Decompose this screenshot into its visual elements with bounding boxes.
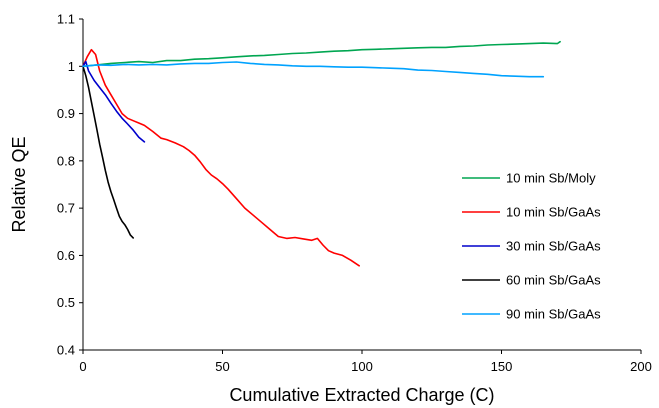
x-tick-label: 150 <box>491 359 513 374</box>
y-tick-label: 0.9 <box>57 106 75 121</box>
y-tick-label: 0.5 <box>57 295 75 310</box>
series-line-2 <box>82 48 361 267</box>
x-tick-label: 100 <box>351 359 373 374</box>
x-tick-label: 200 <box>630 359 652 374</box>
series-line-4 <box>82 65 134 239</box>
y-axis-ticks: 0.4 0.5 0.6 0.7 0.8 0.9 1 1.1 <box>57 12 83 358</box>
x-tick-label: 0 <box>79 359 86 374</box>
legend-label: 30 min Sb/GaAs <box>506 239 601 254</box>
legend-label: 10 min Sb/GaAs <box>506 205 601 220</box>
legend-item: 10 min Sb/Moly <box>462 171 596 186</box>
legend-item: 30 min Sb/GaAs <box>462 239 601 254</box>
legend-item: 60 min Sb/GaAs <box>462 273 601 288</box>
x-axis-ticks: 0 50 100 150 200 <box>79 350 652 374</box>
series-line-3 <box>82 60 146 143</box>
y-tick-label: 0.4 <box>57 343 75 358</box>
legend-label: 10 min Sb/Moly <box>506 171 596 186</box>
x-axis-title: Cumulative Extracted Charge (C) <box>229 385 494 405</box>
y-tick-label: 1 <box>68 59 75 74</box>
series-line-5 <box>82 61 545 78</box>
legend-item: 10 min Sb/GaAs <box>462 205 601 220</box>
y-tick-label: 0.6 <box>57 248 75 263</box>
y-tick-label: 1.1 <box>57 12 75 27</box>
legend: 10 min Sb/Moly 10 min Sb/GaAs 30 min Sb/Ga… <box>462 171 601 322</box>
y-tick-label: 0.7 <box>57 201 75 216</box>
series-line-1 <box>82 40 561 68</box>
plot-area: 0.4 0.5 0.6 0.7 0.8 0.9 1 1.1 0 50 100 150 200 <box>57 12 652 375</box>
series-lines <box>82 40 561 267</box>
legend-label: 90 min Sb/GaAs <box>506 307 601 322</box>
y-tick-label: 0.8 <box>57 153 75 168</box>
y-axis-title: Relative QE <box>9 136 29 232</box>
x-tick-label: 50 <box>215 359 229 374</box>
legend-item: 90 min Sb/GaAs <box>462 307 601 322</box>
legend-label: 60 min Sb/GaAs <box>506 273 601 288</box>
